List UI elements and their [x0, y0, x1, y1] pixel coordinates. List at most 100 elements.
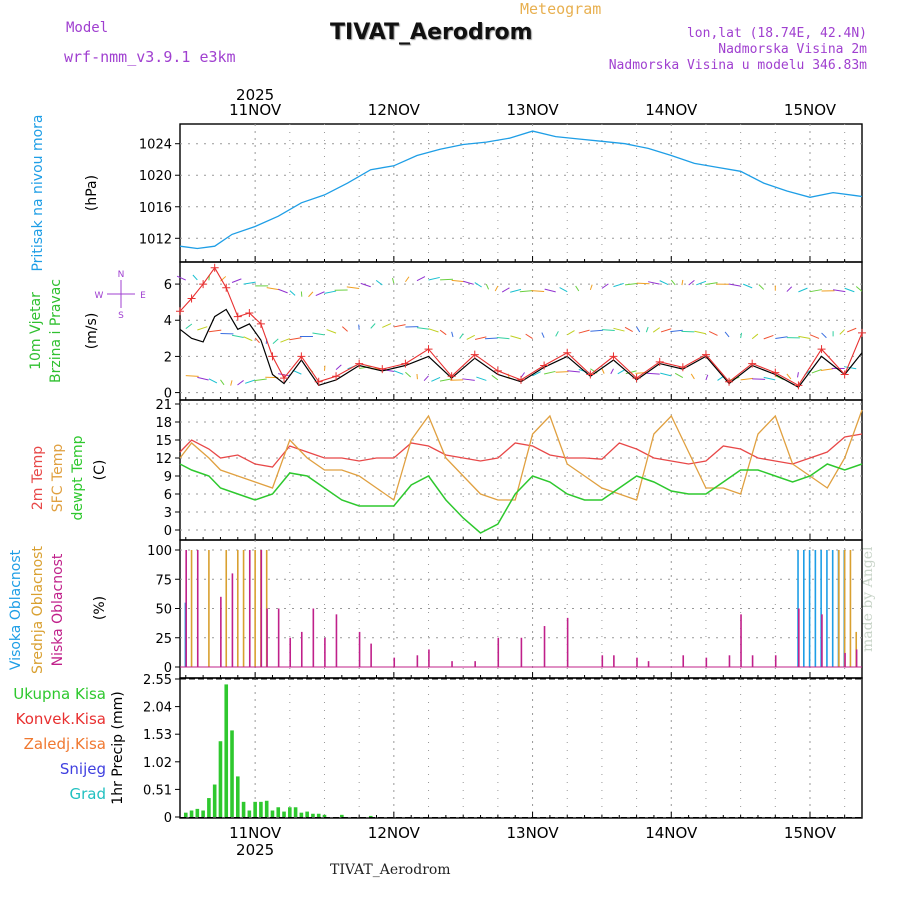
cloud-bar [814, 550, 817, 667]
precip-bar [212, 784, 217, 817]
wind-arrow [670, 329, 683, 333]
wind-arrow [613, 327, 625, 332]
wind-arrow [555, 371, 569, 373]
wind-arrow [370, 323, 376, 329]
gust-marker [771, 368, 780, 377]
date-label-top: 13NOV [506, 101, 559, 119]
wind-arrow [728, 283, 741, 287]
precip-bar [316, 813, 321, 817]
wind-axis-label: 10m Vjetar [28, 292, 44, 370]
wind-arrow [601, 329, 615, 332]
y-tick-label: 2 [164, 350, 172, 365]
axes-layer [175, 123, 863, 819]
cloud-bar [831, 550, 834, 667]
lonlat-label: lon,lat (18.74E, 42.4N) [686, 26, 867, 41]
precip-legend-item: Grad [69, 785, 106, 803]
cloud-bar [358, 631, 361, 667]
gust-marker [245, 309, 254, 318]
precip-bar [224, 684, 229, 817]
gust-marker [632, 374, 641, 383]
precip-bar [276, 807, 281, 817]
wind-arrow [312, 332, 325, 336]
wind-arrow [798, 287, 808, 293]
wind-arrow [775, 336, 788, 340]
temp-2m-label: 2m Temp [30, 446, 46, 510]
cloud-bar [428, 649, 430, 667]
temp-2m-line [179, 433, 863, 468]
precip-bar [311, 813, 315, 817]
wind-arrow [192, 274, 198, 281]
cloud-bar [208, 550, 210, 667]
wind-arrow [519, 290, 533, 293]
cloud-bar [393, 657, 396, 667]
wind-arrow [254, 337, 260, 344]
gust-marker [199, 280, 208, 289]
cloud-bar [185, 550, 187, 667]
wind-arrow [839, 329, 846, 335]
y-tick-label: 4 [164, 314, 172, 329]
cloud-bar [844, 652, 846, 667]
wind-arrow [681, 279, 684, 286]
wind-arrow [567, 370, 580, 373]
wind-gust-line [179, 266, 863, 387]
wind-arrow [405, 371, 412, 378]
date-label-bottom: 15NOV [784, 824, 837, 842]
precip-bar [282, 811, 286, 817]
wind-arrow [844, 287, 855, 293]
wind-arrow [648, 281, 660, 285]
wind-arrow [674, 372, 684, 378]
cloud-bar [416, 655, 419, 667]
cloud-bar [682, 655, 685, 667]
compass-w: W [95, 291, 104, 301]
gust-marker [817, 345, 826, 354]
wind-arrow [645, 326, 649, 333]
wind-arrow [289, 337, 302, 341]
wind-arrow [544, 288, 556, 293]
gust-marker [268, 352, 277, 361]
pressure-line [179, 130, 863, 250]
y-tick-label: 75 [155, 573, 172, 588]
y-tick-label: 2.04 [143, 701, 172, 716]
precip-bar [264, 800, 269, 817]
y-tick-label: 9 [164, 470, 172, 485]
wind-arrow [708, 330, 718, 336]
wind-arrow [636, 326, 641, 333]
wind-arrow [197, 326, 208, 331]
precip-bar [259, 801, 263, 817]
cloud-bar [601, 655, 604, 667]
y-tick-label: 0.51 [143, 783, 172, 798]
y-tick-label: 0 [164, 661, 172, 676]
precip-unit: 1hr Precip (mm) [110, 691, 126, 804]
wind-arrow [541, 332, 545, 338]
wind-arrow [613, 282, 624, 288]
cloud-bar [740, 614, 742, 667]
wind-arrow [230, 380, 233, 386]
wind-arrow [798, 335, 811, 339]
cloud-bar [236, 550, 239, 667]
gust-marker [540, 361, 549, 370]
cloud-bar [803, 550, 805, 667]
precip-bar [235, 776, 240, 817]
wind-arrow [474, 336, 487, 340]
wind-arrow [531, 290, 545, 293]
cloud-bar [798, 608, 800, 667]
temp-sfc-line [179, 409, 863, 502]
cloud-bar [220, 596, 222, 667]
wind-arrow [463, 280, 474, 285]
gust-marker [378, 365, 387, 374]
wind-arrow [501, 287, 510, 293]
wind-arrow [525, 333, 533, 339]
wind-arrow [484, 337, 498, 340]
cloud-bar [497, 637, 500, 667]
temp-sfc-label: SFC Temp [50, 444, 66, 513]
wind-arrow [636, 282, 650, 285]
wind-arrow [451, 279, 465, 283]
gust-marker [470, 350, 479, 359]
wind-arrow [185, 375, 199, 377]
wind-arrow [625, 370, 637, 375]
y-tick-label: 100 [147, 544, 172, 559]
precip-bar [207, 798, 211, 817]
temp-unit: (C) [92, 460, 108, 481]
wind-arrow [346, 286, 360, 289]
